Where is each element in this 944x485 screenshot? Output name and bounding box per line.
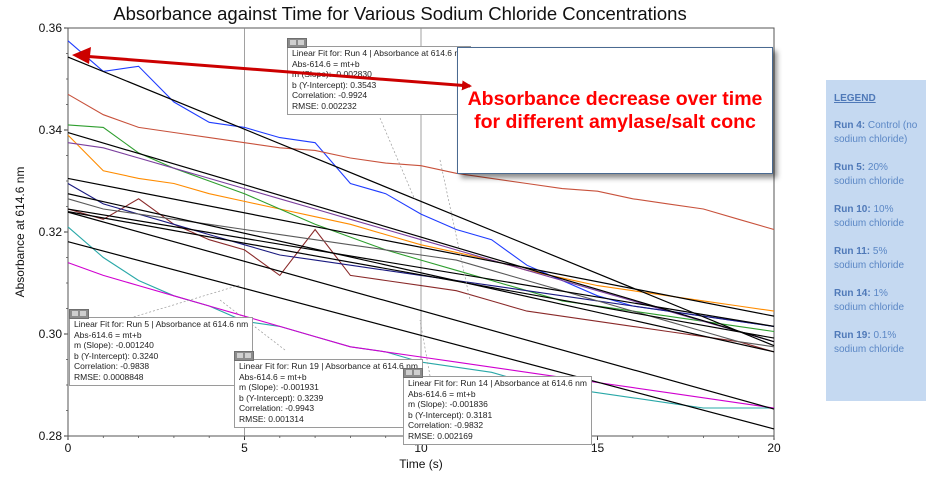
annotation-callout: Absorbance decrease over time for differ… bbox=[457, 47, 773, 174]
fit-box-rmse: RMSE: 0.002232 bbox=[292, 100, 357, 111]
y-tick-label: 0.32 bbox=[39, 225, 63, 239]
data-series-line bbox=[67, 134, 775, 312]
fit-box-slope: m (Slope): -0.001931 bbox=[239, 382, 319, 393]
fit-box-title: Linear Fit for: Run 4 | Absorbance at 61… bbox=[292, 48, 467, 58]
legend-panel: LEGEND Run 4: Control (no sodium chlorid… bbox=[826, 80, 926, 401]
legend-desc: 1% sodium chloride bbox=[834, 287, 905, 314]
legend-heading: LEGEND bbox=[834, 93, 876, 104]
legend-item: Run 11: 5% sodium chloride bbox=[834, 245, 918, 274]
fit-line bbox=[67, 177, 775, 317]
y-tick-label: 0.34 bbox=[39, 123, 63, 137]
y-axis-label: Absorbance at 614.6 nm bbox=[13, 167, 27, 298]
fit-box-run-4[interactable]: Linear Fit for: Run 4 | Absorbance at 61… bbox=[287, 38, 472, 115]
y-tick-label: 0.30 bbox=[39, 327, 63, 341]
legend-item: Run 14: 1% sodium chloride bbox=[834, 287, 918, 316]
fit-box-rmse: RMSE: 0.001314 bbox=[239, 413, 304, 424]
legend-run: Run 11: bbox=[834, 245, 871, 257]
y-tick-label: 0.28 bbox=[39, 429, 63, 443]
fit-line bbox=[67, 211, 775, 410]
fit-box-header-handle[interactable] bbox=[287, 38, 307, 48]
fit-leader-line bbox=[419, 319, 431, 377]
legend-desc: 5% sodium chloride bbox=[834, 245, 905, 272]
data-series-line bbox=[67, 124, 775, 333]
legend-run: Run 19: bbox=[834, 329, 871, 341]
fit-line bbox=[67, 211, 775, 339]
fit-box-correlation: Correlation: -0.9924 bbox=[292, 90, 368, 101]
fit-box-intercept: b (Y-Intercept): 0.3181 bbox=[408, 409, 493, 420]
fit-box-equation: Abs-614.6 = mt+b bbox=[74, 329, 142, 340]
legend-desc: 0.1% sodium chloride bbox=[834, 329, 905, 356]
x-tick-label: 0 bbox=[65, 441, 72, 455]
fit-box-slope: m (Slope): -0.001836 bbox=[408, 399, 488, 410]
legend-item: Run 10: 10% sodium chloride bbox=[834, 203, 918, 232]
data-series-line bbox=[67, 142, 775, 343]
fit-box-title: Linear Fit for: Run 14 | Absorbance at 6… bbox=[408, 378, 587, 388]
y-tick-label: 0.36 bbox=[39, 21, 63, 35]
x-tick-label: 5 bbox=[241, 441, 248, 455]
x-axis-label: Time (s) bbox=[399, 457, 443, 471]
data-series-line bbox=[67, 198, 775, 353]
fit-box-title: Linear Fit for: Run 19 | Absorbance at 6… bbox=[239, 361, 418, 371]
fit-box-intercept: b (Y-Intercept): 0.3240 bbox=[74, 350, 159, 361]
x-tick-label: 15 bbox=[591, 441, 605, 455]
fit-box-equation: Abs-614.6 = mt+b bbox=[292, 58, 360, 69]
fit-box-correlation: Correlation: -0.9838 bbox=[74, 361, 150, 372]
fit-line bbox=[67, 241, 775, 430]
fit-box-run-5[interactable]: Linear Fit for: Run 5 | Absorbance at 61… bbox=[69, 309, 254, 386]
fit-box-run-19[interactable]: Linear Fit for: Run 19 | Absorbance at 6… bbox=[234, 351, 423, 428]
annotation-text: Absorbance decrease over time for differ… bbox=[467, 87, 763, 133]
legend-item: Run 5: 20% sodium chloride bbox=[834, 161, 918, 190]
fit-box-header-handle[interactable] bbox=[69, 309, 89, 319]
legend-run: Run 10: bbox=[834, 203, 871, 215]
legend-run: Run 5: bbox=[834, 161, 866, 173]
fit-line bbox=[67, 56, 775, 347]
chart-title: Absorbance against Time for Various Sodi… bbox=[113, 3, 686, 24]
legend-desc: 10% sodium chloride bbox=[834, 203, 905, 230]
fit-line bbox=[67, 208, 775, 327]
fit-leader-line bbox=[129, 284, 241, 319]
fit-box-intercept: b (Y-Intercept): 0.3239 bbox=[239, 392, 324, 403]
fit-box-intercept: b (Y-Intercept): 0.3543 bbox=[292, 79, 377, 90]
fit-box-rmse: RMSE: 0.0008848 bbox=[74, 371, 144, 382]
fit-box-equation: Abs-614.6 = mt+b bbox=[239, 371, 307, 382]
fit-line bbox=[67, 193, 775, 353]
fit-leader-line bbox=[379, 117, 416, 201]
fit-box-equation: Abs-614.6 = mt+b bbox=[408, 388, 476, 399]
fit-box-correlation: Correlation: -0.9832 bbox=[408, 420, 484, 431]
fit-box-title: Linear Fit for: Run 5 | Absorbance at 61… bbox=[74, 319, 249, 329]
legend-run: Run 14: bbox=[834, 287, 871, 299]
data-series-line bbox=[67, 262, 775, 409]
legend-desc: 20% sodium chloride bbox=[834, 161, 905, 188]
fit-box-correlation: Correlation: -0.9943 bbox=[239, 403, 315, 414]
data-series-line bbox=[67, 198, 775, 348]
legend-item: Run 4: Control (no sodium chloride) bbox=[834, 119, 918, 148]
fit-box-rmse: RMSE: 0.002169 bbox=[408, 430, 473, 441]
fit-box-slope: m (Slope): -0.002830 bbox=[292, 69, 372, 80]
legend-item: Run 19: 0.1% sodium chloride bbox=[834, 329, 918, 358]
data-series-line bbox=[67, 93, 775, 231]
legend-run: Run 4: bbox=[834, 119, 866, 131]
fit-box-slope: m (Slope): -0.001240 bbox=[74, 340, 154, 351]
fit-box-header-handle[interactable] bbox=[403, 368, 423, 378]
fit-box-header-handle[interactable] bbox=[234, 351, 254, 361]
fit-box-run-14[interactable]: Linear Fit for: Run 14 | Absorbance at 6… bbox=[403, 368, 592, 445]
x-tick-label: 20 bbox=[767, 441, 781, 455]
legend-desc: Control (no sodium chloride) bbox=[834, 119, 918, 146]
